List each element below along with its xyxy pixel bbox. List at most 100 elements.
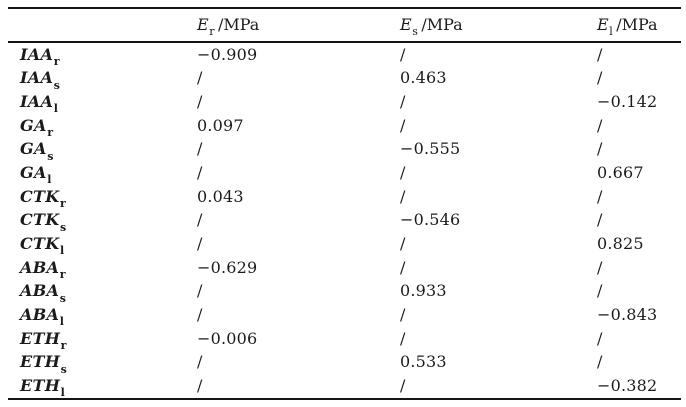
table-cell: −0.546 bbox=[400, 210, 461, 230]
table-cell: −0.555 bbox=[400, 139, 461, 159]
row-label: ABAs bbox=[8, 281, 197, 304]
table-row-eth-r: ETHr −0.006 / / bbox=[8, 327, 681, 351]
table-cell: 0.667 bbox=[597, 163, 644, 183]
row-label-sub: s bbox=[60, 362, 68, 376]
table-row-iaa-s: IAAs / 0.463 / bbox=[8, 67, 681, 91]
row-label-text: IAA bbox=[20, 68, 54, 88]
column-header-el: El/MPa bbox=[597, 15, 681, 38]
table-row-ctk-s: CTKs / −0.546 / bbox=[8, 209, 681, 233]
row-label-text: ABA bbox=[20, 281, 60, 301]
table-cell: / bbox=[400, 257, 406, 277]
row-label-sub: s bbox=[59, 291, 67, 305]
row-label-text: GA bbox=[20, 163, 47, 183]
table-cell: / bbox=[400, 328, 406, 348]
row-label: CTKl bbox=[8, 234, 197, 257]
table-cell: / bbox=[197, 163, 203, 183]
table-cell: / bbox=[400, 44, 406, 64]
row-label-text: CTK bbox=[20, 234, 60, 254]
table-cell: / bbox=[597, 44, 603, 64]
row-label-text: GA bbox=[20, 115, 47, 135]
row-label-text: ETH bbox=[20, 328, 61, 348]
row-label-text: ETH bbox=[20, 352, 61, 372]
table-cell: −0.006 bbox=[197, 328, 258, 348]
es-unit: /MPa bbox=[421, 15, 463, 34]
table-row-eth-l: ETHl / / −0.382 bbox=[8, 374, 681, 400]
el-subscript: l bbox=[609, 25, 613, 39]
row-label-sub: r bbox=[59, 267, 66, 281]
row-label: IAAr bbox=[8, 44, 197, 67]
table-row-ga-l: GAl / / 0.667 bbox=[8, 161, 681, 186]
table-cell: / bbox=[597, 186, 603, 206]
er-subscript: r bbox=[209, 25, 215, 39]
row-label: ABAl bbox=[8, 305, 197, 328]
column-header-es: Es/MPa bbox=[400, 15, 597, 38]
row-label-sub: l bbox=[60, 386, 66, 400]
row-label: IAAs bbox=[8, 68, 197, 91]
row-label-text: IAA bbox=[20, 92, 54, 112]
es-subscript: s bbox=[412, 25, 418, 39]
row-label-sub: r bbox=[53, 55, 60, 69]
table-cell: −0.142 bbox=[597, 92, 658, 112]
row-label-sub: r bbox=[59, 196, 67, 210]
table-cell: / bbox=[597, 139, 603, 159]
table-cell: / bbox=[597, 328, 603, 348]
column-header-er: Er/MPa bbox=[197, 15, 400, 38]
row-label-text: ABA bbox=[20, 305, 60, 325]
table-cell: / bbox=[197, 92, 203, 112]
table-cell: / bbox=[400, 92, 406, 112]
row-label-sub: s bbox=[59, 220, 67, 234]
table-cell: −0.629 bbox=[197, 257, 258, 277]
row-label-sub: r bbox=[47, 125, 54, 139]
row-label: GAs bbox=[8, 139, 197, 162]
table-cell: / bbox=[197, 305, 203, 325]
table-cell: 0.043 bbox=[197, 186, 244, 206]
table-cell: / bbox=[197, 139, 203, 159]
table-cell: / bbox=[197, 352, 203, 372]
table-body: IAAr −0.909 / / IAAs / 0.463 / IAAl / / … bbox=[8, 43, 681, 400]
row-label-sub: l bbox=[59, 244, 65, 258]
table-row-iaa-l: IAAl / / −0.142 bbox=[8, 90, 681, 115]
er-unit: /MPa bbox=[217, 15, 260, 34]
correlation-table: Er/MPa Es/MPa El/MPa IAAr −0.909 / / IAA… bbox=[8, 7, 681, 400]
table-row-ga-r: GAr 0.097 / / bbox=[8, 114, 681, 138]
row-label-text: CTK bbox=[20, 186, 60, 206]
row-label: IAAl bbox=[8, 92, 197, 115]
table-cell: / bbox=[400, 305, 406, 325]
row-label: ETHs bbox=[8, 352, 197, 375]
row-label-sub: s bbox=[53, 78, 61, 92]
table-cell: −0.382 bbox=[597, 376, 658, 396]
table-cell: / bbox=[597, 115, 603, 135]
row-label-text: ETH bbox=[20, 376, 61, 396]
row-label-text: GA bbox=[20, 139, 47, 159]
es-symbol: E bbox=[400, 15, 412, 34]
table-cell: / bbox=[400, 376, 406, 396]
table-cell: / bbox=[197, 376, 203, 396]
row-label-sub: l bbox=[47, 173, 52, 187]
table-cell: / bbox=[197, 68, 203, 88]
row-label-sub: l bbox=[53, 102, 59, 116]
table-cell: 0.933 bbox=[400, 281, 447, 301]
table-row-iaa-r: IAAr −0.909 / / bbox=[8, 43, 681, 67]
table-row-aba-s: ABAs / 0.933 / bbox=[8, 280, 681, 304]
table-cell: / bbox=[597, 68, 603, 88]
row-label-text: IAA bbox=[20, 44, 54, 64]
el-symbol: E bbox=[597, 15, 609, 34]
table-row-eth-s: ETHs / 0.533 / bbox=[8, 351, 681, 375]
row-label-sub: l bbox=[59, 315, 65, 329]
table-cell: / bbox=[597, 352, 603, 372]
table-cell: −0.843 bbox=[597, 305, 658, 325]
row-label: ABAr bbox=[8, 259, 197, 280]
er-symbol: E bbox=[197, 15, 209, 34]
table-cell: / bbox=[197, 210, 203, 230]
table-row-aba-r: ABAr −0.629 / / bbox=[8, 256, 681, 280]
row-label: CTKr bbox=[8, 186, 197, 209]
table-cell: / bbox=[197, 234, 203, 254]
row-label: CTKs bbox=[8, 210, 197, 233]
table-cell: / bbox=[597, 281, 603, 301]
table-cell: / bbox=[400, 186, 406, 206]
row-label: GAl bbox=[8, 163, 197, 186]
table-cell: 0.533 bbox=[400, 352, 447, 372]
row-label-text: CTK bbox=[20, 210, 60, 230]
row-label: GAr bbox=[8, 115, 197, 138]
table-row-aba-l: ABAl / / −0.843 bbox=[8, 303, 681, 328]
